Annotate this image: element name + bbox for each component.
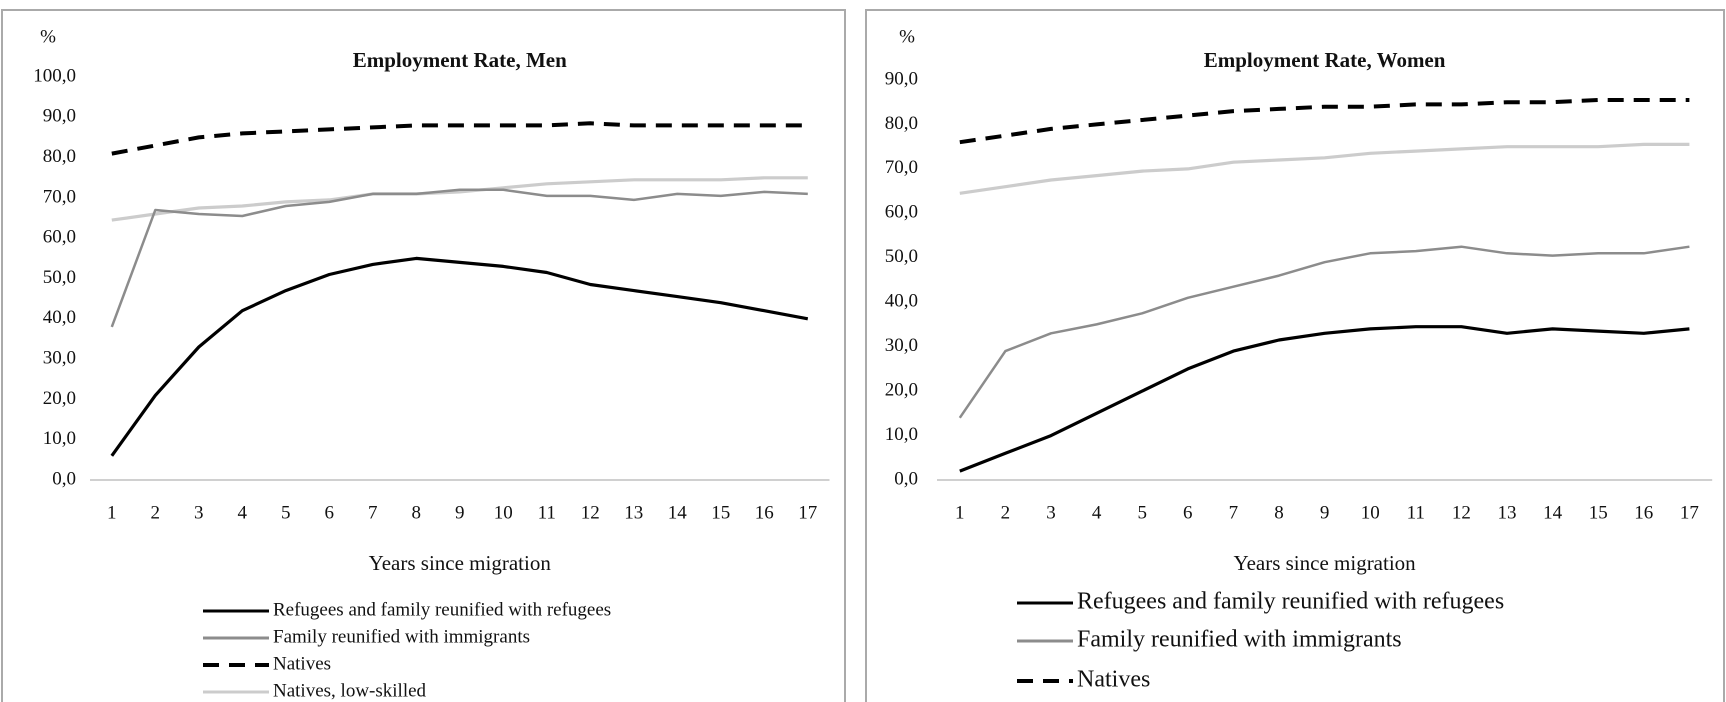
series-line [110, 256, 809, 457]
legend-label: Family reunified with immigrants [1077, 627, 1402, 653]
y-tick-label: 0,0 [894, 468, 918, 489]
x-tick-label: 12 [581, 502, 600, 523]
y-tick-label: 60,0 [43, 227, 76, 248]
panel-frame [865, 9, 1725, 702]
series-line [958, 245, 1690, 419]
x-tick-label: 6 [1183, 502, 1193, 523]
x-tick-label: 15 [711, 502, 730, 523]
x-tick-label: 17 [798, 502, 817, 523]
y-tick-label: 20,0 [43, 388, 76, 409]
x-tick-label: 1 [955, 502, 965, 523]
y-tick-label: 0,0 [52, 468, 76, 489]
chart-title: Employment Rate, Women [1204, 48, 1446, 72]
series-line [959, 325, 1690, 473]
x-tick-label: 17 [1680, 502, 1699, 523]
x-tick-label: 16 [1634, 502, 1653, 523]
legend-label: Refugees and family reunified with refug… [1077, 589, 1504, 615]
y-tick-label: 10,0 [43, 428, 76, 449]
x-tick-label: 3 [1046, 502, 1056, 523]
y-tick-label: 100,0 [33, 65, 76, 86]
y-tick-label: 40,0 [43, 307, 76, 328]
x-tick-label: 7 [1229, 502, 1239, 523]
y-tick-label: 20,0 [885, 379, 918, 400]
x-tick-label: 2 [151, 502, 161, 523]
x-tick-label: 15 [1589, 502, 1608, 523]
y-tick-label: 50,0 [43, 267, 76, 288]
series-line [959, 142, 1690, 195]
x-tick-label: 13 [624, 502, 643, 523]
y-axis-label: % [899, 26, 915, 47]
legend-label: Natives, low-skilled [273, 680, 427, 701]
x-tick-label: 9 [1320, 502, 1330, 523]
x-tick-label: 8 [1274, 502, 1284, 523]
legend-label: Natives [273, 653, 331, 674]
y-tick-label: 80,0 [43, 146, 76, 167]
x-axis-title: Years since migration [369, 551, 552, 575]
y-tick-label: 80,0 [885, 113, 918, 134]
y-tick-label: 40,0 [885, 291, 918, 312]
legend-label: Refugees and family reunified with refug… [273, 599, 611, 620]
x-tick-label: 5 [281, 502, 291, 523]
x-tick-label: 13 [1498, 502, 1517, 523]
x-tick-label: 16 [755, 502, 774, 523]
x-tick-label: 8 [412, 502, 422, 523]
x-tick-label: 6 [325, 502, 335, 523]
x-tick-label: 3 [194, 502, 204, 523]
x-tick-label: 12 [1452, 502, 1471, 523]
x-tick-label: 1 [107, 502, 117, 523]
series-line [111, 176, 808, 222]
y-tick-label: 30,0 [43, 347, 76, 368]
x-tick-label: 9 [455, 502, 465, 523]
x-tick-label: 7 [368, 502, 378, 523]
y-tick-label: 90,0 [43, 106, 76, 127]
y-tick-label: 50,0 [885, 246, 918, 267]
x-tick-label: 5 [1137, 502, 1147, 523]
y-tick-label: 30,0 [885, 335, 918, 356]
panel-frame [1, 9, 846, 702]
x-tick-label: 11 [1407, 502, 1425, 523]
x-tick-label: 2 [1001, 502, 1011, 523]
y-tick-label: 60,0 [885, 202, 918, 223]
x-tick-label: 4 [238, 502, 248, 523]
x-axis-title: Years since migration [1234, 551, 1417, 575]
x-tick-label: 14 [1543, 502, 1563, 523]
x-tick-label: 10 [494, 502, 513, 523]
x-tick-label: 11 [538, 502, 556, 523]
x-tick-label: 14 [668, 502, 688, 523]
x-tick-label: 4 [1092, 502, 1102, 523]
y-tick-label: 10,0 [885, 424, 918, 445]
series-line [959, 98, 1690, 145]
legend-label: Family reunified with immigrants [273, 626, 530, 647]
series-line [110, 188, 808, 328]
y-tick-label: 90,0 [885, 68, 918, 89]
x-tick-label: 10 [1361, 502, 1380, 523]
y-tick-label: 70,0 [43, 186, 76, 207]
legend-label: Natives [1077, 667, 1150, 693]
chart-title: Employment Rate, Men [353, 48, 567, 72]
series-line [111, 121, 808, 156]
y-tick-label: 70,0 [885, 157, 918, 178]
y-axis-label: % [40, 26, 56, 47]
